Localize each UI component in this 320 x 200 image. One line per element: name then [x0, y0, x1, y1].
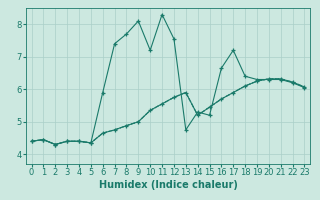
X-axis label: Humidex (Indice chaleur): Humidex (Indice chaleur)	[99, 180, 237, 190]
